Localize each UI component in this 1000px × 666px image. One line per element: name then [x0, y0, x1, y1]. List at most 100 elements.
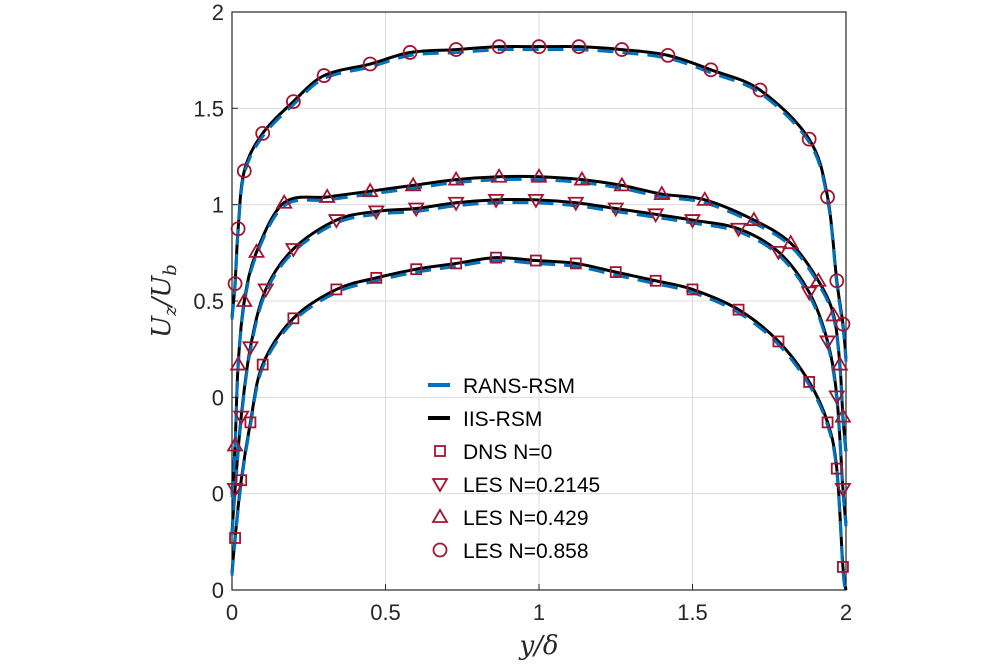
square-marker — [772, 335, 785, 348]
rans-rsm-line — [230, 47, 848, 362]
y-tick-label: 2 — [212, 0, 224, 25]
series-markers — [226, 39, 852, 573]
iis-rsm-line — [230, 197, 848, 533]
square-marker — [686, 283, 699, 296]
circle-marker — [835, 316, 851, 332]
circle-marker — [491, 39, 507, 55]
triangle-up-marker — [235, 292, 253, 307]
triangle-up-marker — [229, 355, 247, 371]
circle-marker — [448, 42, 464, 57]
y-axis-label: Uz/Ub — [147, 264, 181, 338]
x-tick-label: 0 — [226, 600, 238, 625]
triangle-up-marker — [809, 271, 827, 287]
circle-marker — [752, 82, 768, 98]
circle-marker — [703, 62, 719, 78]
square-marker — [450, 257, 463, 270]
triangle-up-marker — [447, 170, 465, 186]
circle-marker — [571, 39, 587, 55]
triangle-down-marker — [607, 202, 625, 218]
rans-rsm-line — [230, 259, 848, 594]
triangle-up-marker — [275, 193, 293, 209]
triangle-down-marker — [367, 205, 385, 221]
triangle-down-marker — [257, 283, 275, 299]
triangle-down-marker — [834, 482, 852, 498]
circle-marker — [362, 56, 378, 72]
circle-marker — [227, 276, 243, 292]
triangle-up-marker — [490, 167, 508, 183]
triangle-up-marker — [318, 188, 336, 203]
legend-label: LES N=0.2145 — [463, 474, 600, 497]
triangle-down-marker — [487, 193, 505, 209]
triangle-down-marker — [828, 390, 846, 406]
x-tick-labels: 0 0.5 1 1.5 2 — [226, 600, 852, 625]
triangle-up-marker — [782, 234, 800, 250]
rans-rsm-line — [230, 177, 848, 498]
legend-triangle-down-swatch — [431, 478, 449, 493]
triangle-down-marker — [647, 208, 665, 224]
triangle-down-marker — [407, 202, 425, 218]
circle-marker — [829, 273, 845, 289]
legend-circle-swatch — [432, 542, 448, 558]
square-marker — [609, 266, 622, 279]
circle-marker — [285, 94, 301, 109]
legend-square-swatch — [434, 445, 446, 457]
legend-entry: RANS-RSM — [428, 375, 575, 398]
legend-entry: LES N=0.429 — [431, 507, 589, 530]
triangle-up-marker — [247, 243, 266, 258]
y-tick-label: 0 — [212, 385, 224, 410]
circle-marker — [402, 45, 418, 60]
circle-marker — [255, 125, 271, 141]
triangle-down-marker — [567, 196, 585, 212]
triangle-up-marker — [834, 407, 852, 423]
square-marker — [803, 376, 816, 388]
circle-marker — [801, 131, 817, 147]
triangle-down-marker — [327, 214, 345, 229]
triangle-up-marker — [653, 185, 671, 200]
triangle-down-marker — [769, 245, 788, 261]
triangle-down-marker — [683, 214, 702, 229]
triangle-up-marker — [361, 182, 379, 198]
circle-marker — [230, 221, 246, 237]
x-tick-label: 1 — [533, 600, 545, 625]
square-marker — [830, 462, 843, 475]
grid-lines — [231, 11, 847, 591]
square-marker — [490, 251, 502, 264]
y-tick-label: 1.5 — [193, 96, 224, 121]
plot-frame — [231, 11, 847, 591]
x-tick-label: 2 — [840, 600, 852, 625]
legend-label: RANS-RSM — [463, 375, 575, 398]
legend: RANS-RSM IIS-RSM DNS N=0 LES N=0.2145 LES N=… — [428, 375, 600, 563]
x-tick-label: 1.5 — [677, 600, 708, 625]
square-marker — [244, 416, 257, 429]
legend-label: LES N=0.858 — [463, 540, 589, 563]
square-marker — [649, 274, 662, 287]
x-axis-label: y/δ — [518, 631, 558, 661]
y-tick-label: 1 — [212, 193, 224, 218]
triangle-down-marker — [232, 410, 250, 426]
y-tick-label: 0 — [212, 578, 224, 603]
circle-marker — [236, 163, 252, 179]
triangle-up-marker — [530, 167, 548, 183]
legend-entry: LES N=0.858 — [432, 540, 589, 563]
circle-marker — [316, 68, 332, 83]
triangle-up-marker — [226, 436, 244, 452]
triangle-down-marker — [819, 335, 837, 351]
y-tick-label: 0 — [212, 482, 224, 507]
legend-triangle-up-swatch — [431, 508, 449, 523]
square-marker — [732, 303, 745, 316]
y-tick-label: 0.5 — [193, 289, 224, 314]
square-marker — [256, 358, 269, 371]
triangle-down-marker — [729, 222, 748, 238]
circle-marker — [820, 189, 835, 205]
legend-label: IIS-RSM — [463, 408, 542, 431]
triangle-down-marker — [527, 193, 545, 209]
square-marker — [821, 416, 834, 429]
square-marker — [410, 263, 423, 276]
square-marker — [229, 532, 241, 544]
circle-marker — [614, 42, 630, 57]
triangle-down-marker — [284, 243, 302, 258]
square-marker — [287, 312, 300, 325]
triangle-up-marker — [831, 355, 849, 371]
legend-label: LES N=0.429 — [463, 507, 589, 530]
